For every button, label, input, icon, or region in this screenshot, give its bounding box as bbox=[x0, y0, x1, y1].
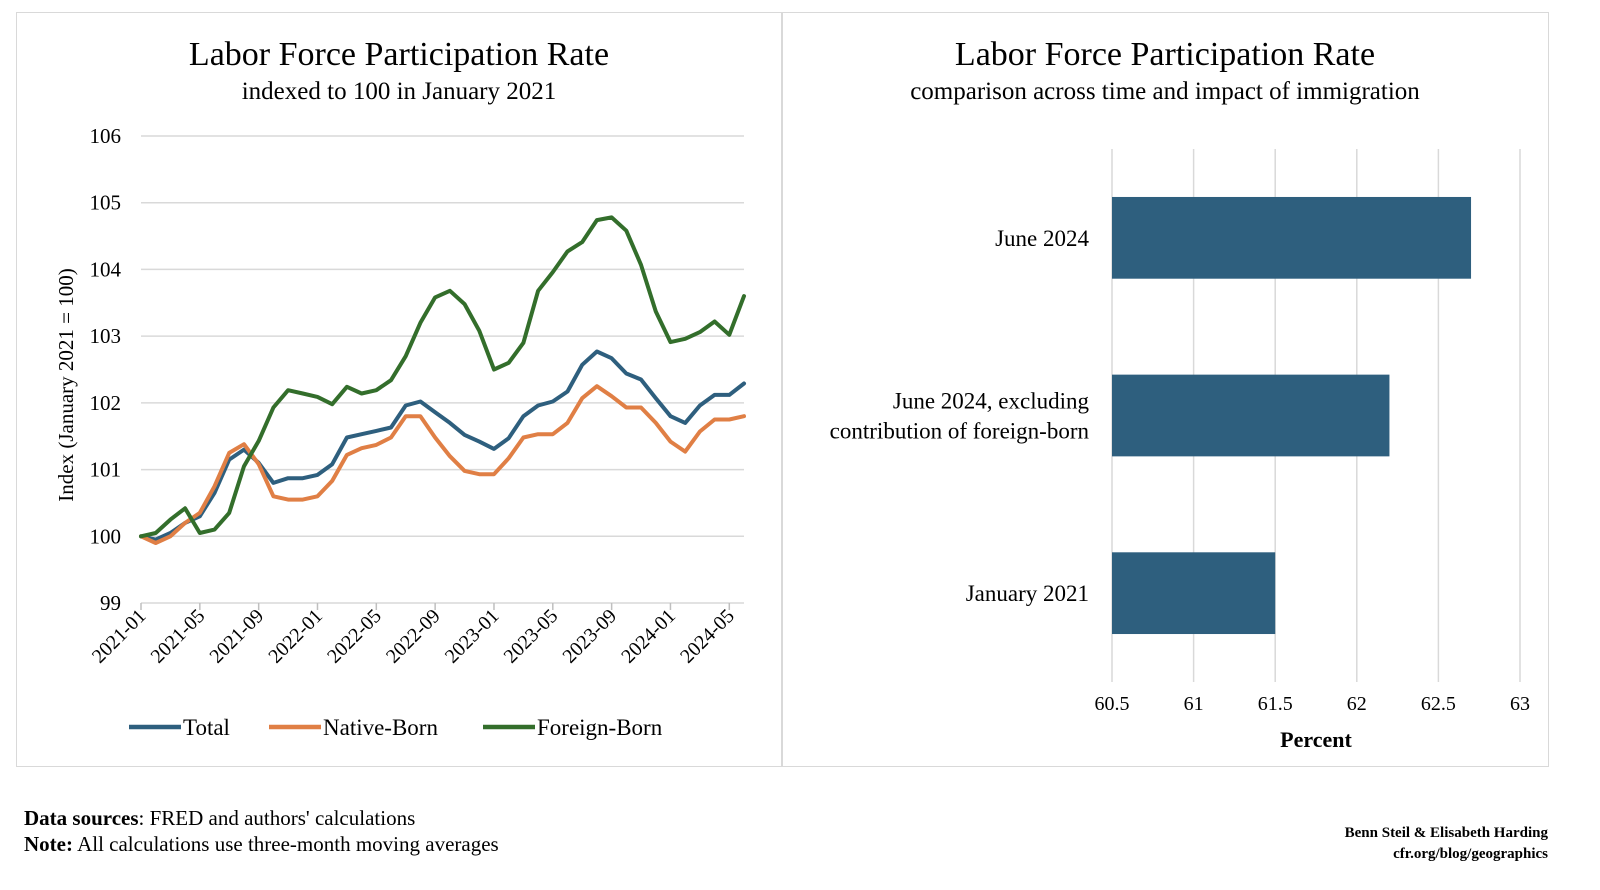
line-chart-subtitle: indexed to 100 in January 2021 bbox=[242, 78, 557, 105]
x-tick-label: 2024-01 bbox=[617, 605, 680, 668]
x-tick-label: 2023-01 bbox=[441, 605, 504, 668]
credit-url: cfr.org/blog/geographics bbox=[1393, 846, 1548, 862]
legend-label-total: Total bbox=[183, 715, 230, 740]
bar-chart: Labor Force Participation Rate compariso… bbox=[830, 36, 1530, 752]
x-tick-label: 63 bbox=[1510, 693, 1530, 715]
category-label: contribution of foreign-born bbox=[830, 419, 1090, 444]
category-label: January 2021 bbox=[966, 581, 1089, 606]
x-tick-label: 2023-09 bbox=[558, 605, 621, 668]
y-tick-label: 106 bbox=[90, 124, 122, 148]
y-tick-label: 105 bbox=[90, 191, 122, 215]
x-tick-label: 61.5 bbox=[1258, 693, 1293, 715]
x-tick-label: 2022-05 bbox=[323, 605, 386, 668]
line-chart-title: Labor Force Participation Rate bbox=[189, 36, 609, 73]
data-sources-label: Data sources bbox=[24, 806, 139, 830]
bar bbox=[1112, 374, 1390, 457]
y-tick-label: 103 bbox=[90, 324, 122, 348]
bar-chart-panel: Labor Force Participation Rate compariso… bbox=[782, 12, 1549, 767]
line-chart-ylabel: Index (January 2021 = 100) bbox=[54, 268, 78, 501]
note-label: Note: bbox=[24, 832, 73, 856]
bar-chart-title: Labor Force Participation Rate bbox=[955, 36, 1375, 73]
x-tick-label: 2022-09 bbox=[382, 605, 445, 668]
footer-credit: Benn Steil & Elisabeth Harding cfr.org/b… bbox=[1345, 823, 1548, 865]
footer-sources: Data sources: FRED and authors' calculat… bbox=[24, 805, 499, 857]
x-tick-label: 2022-01 bbox=[264, 605, 327, 668]
x-tick-label: 2021-05 bbox=[147, 605, 210, 668]
category-label: June 2024, excluding bbox=[893, 389, 1090, 414]
x-tick-label: 62.5 bbox=[1421, 693, 1456, 715]
series-line-foreign-born bbox=[139, 215, 746, 539]
category-label: June 2024 bbox=[995, 226, 1089, 251]
y-tick-label: 104 bbox=[90, 257, 122, 281]
credit-authors: Benn Steil & Elisabeth Harding bbox=[1344, 825, 1548, 841]
x-tick-label: 2024-05 bbox=[676, 605, 739, 668]
x-tick-label: 60.5 bbox=[1095, 693, 1130, 715]
note-line: Note: All calculations use three-month m… bbox=[24, 831, 499, 857]
bar bbox=[1112, 552, 1276, 635]
bar bbox=[1112, 196, 1472, 279]
x-tick-label: 2021-09 bbox=[205, 605, 268, 668]
y-tick-label: 99 bbox=[100, 591, 121, 615]
x-tick-label: 62 bbox=[1347, 693, 1367, 715]
series-line-native-born bbox=[139, 384, 746, 545]
x-tick-label: 2023-05 bbox=[500, 605, 563, 668]
data-sources-text: : FRED and authors' calculations bbox=[138, 806, 416, 830]
line-chart: Labor Force Participation Rate indexed t… bbox=[54, 36, 746, 740]
y-tick-label: 102 bbox=[90, 391, 122, 415]
series-line-total bbox=[139, 349, 746, 542]
data-sources-line: Data sources: FRED and authors' calculat… bbox=[24, 805, 499, 831]
bar-chart-subtitle: comparison across time and impact of imm… bbox=[910, 78, 1420, 105]
line-chart-panel: Labor Force Participation Rate indexed t… bbox=[16, 12, 782, 767]
bar-chart-xlabel: Percent bbox=[1280, 727, 1352, 752]
y-tick-label: 100 bbox=[90, 524, 122, 548]
legend-label-foreign-born: Foreign-Born bbox=[537, 715, 663, 740]
x-tick-label: 61 bbox=[1184, 693, 1204, 715]
y-tick-label: 101 bbox=[90, 458, 122, 482]
legend-label-native-born: Native-Born bbox=[323, 715, 438, 740]
note-text: All calculations use three-month moving … bbox=[72, 832, 499, 856]
